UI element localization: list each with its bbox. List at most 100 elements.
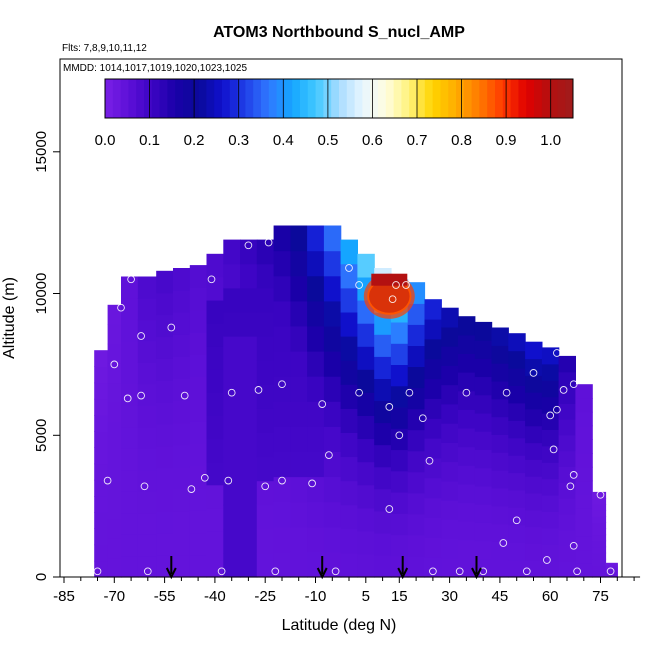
field-cell bbox=[137, 405, 157, 428]
field-cell bbox=[107, 402, 122, 422]
field-cell bbox=[323, 476, 342, 503]
sample-point bbox=[385, 505, 394, 513]
field-cell bbox=[424, 358, 442, 380]
colorbar-swatch bbox=[300, 79, 309, 118]
field-cell bbox=[508, 489, 526, 508]
x-tick-label: 45 bbox=[492, 588, 509, 605]
sample-point bbox=[271, 567, 280, 576]
y-tick-label: 0 bbox=[33, 573, 50, 581]
field-cell bbox=[173, 510, 191, 534]
sample-point bbox=[224, 476, 233, 485]
field-cell bbox=[474, 340, 493, 359]
field-cell bbox=[525, 493, 543, 511]
field-cell bbox=[592, 546, 607, 554]
colorbar-tick-label: 0.8 bbox=[451, 132, 472, 149]
x-tick-label: 30 bbox=[441, 588, 458, 605]
field-cell bbox=[592, 570, 607, 578]
colorbar-swatch bbox=[276, 79, 285, 118]
field-cell bbox=[94, 431, 109, 448]
field-cell bbox=[323, 451, 342, 478]
field-cell bbox=[441, 346, 459, 366]
field-cell bbox=[390, 555, 409, 578]
field-cell bbox=[458, 502, 476, 522]
field-cell bbox=[223, 432, 241, 458]
colorbar-tick-label: 0.2 bbox=[184, 132, 205, 149]
field-cell bbox=[390, 364, 409, 387]
field-cell bbox=[256, 552, 275, 578]
field-cell bbox=[107, 557, 122, 578]
field-cell bbox=[137, 362, 157, 385]
field-cell bbox=[575, 549, 593, 564]
field-cell bbox=[290, 476, 308, 503]
colorbar-swatch bbox=[565, 79, 574, 118]
colorbar-swatch bbox=[354, 79, 363, 118]
field-cell bbox=[206, 553, 224, 578]
field-cell bbox=[374, 400, 392, 424]
field-cell bbox=[340, 408, 358, 433]
field-cell bbox=[441, 500, 459, 520]
colorbar-swatch bbox=[479, 79, 488, 118]
field-cell bbox=[273, 551, 291, 578]
field-cell bbox=[273, 451, 291, 478]
field-cell bbox=[240, 480, 258, 506]
field-cell bbox=[156, 489, 174, 512]
field-cell bbox=[137, 534, 157, 557]
field-cell bbox=[121, 319, 139, 342]
field-cell bbox=[592, 534, 607, 542]
field-cell bbox=[374, 510, 392, 534]
field-cell bbox=[340, 480, 358, 506]
field-cell bbox=[508, 455, 526, 474]
field-cell bbox=[441, 326, 459, 347]
field-cell bbox=[223, 408, 241, 433]
field-cell bbox=[407, 450, 426, 473]
field-cell bbox=[541, 347, 560, 365]
field-cell bbox=[474, 376, 493, 396]
field-cell bbox=[525, 408, 543, 427]
field-cell bbox=[575, 480, 593, 495]
colorbar-swatch bbox=[292, 79, 301, 118]
field-cell bbox=[491, 416, 509, 435]
y-tick-label: 10000 bbox=[33, 273, 50, 315]
field-cell bbox=[323, 501, 342, 528]
field-cell bbox=[575, 535, 593, 551]
x-tick-label: -40 bbox=[204, 588, 226, 605]
field-cell bbox=[357, 553, 375, 578]
field-cell bbox=[307, 225, 325, 252]
field-cell bbox=[173, 290, 191, 313]
field-cell bbox=[575, 384, 593, 399]
sample-point bbox=[180, 391, 189, 400]
sample-point bbox=[264, 238, 273, 247]
field-maximum bbox=[369, 279, 410, 313]
field-cell bbox=[307, 451, 325, 478]
field-cell bbox=[541, 429, 560, 447]
field-cell bbox=[374, 532, 392, 556]
field-cell bbox=[374, 334, 392, 357]
field-cell bbox=[240, 528, 258, 554]
field-cell bbox=[340, 287, 358, 313]
field-cell bbox=[323, 325, 342, 352]
x-tick-label: -10 bbox=[305, 588, 327, 605]
field-cell bbox=[605, 570, 618, 573]
field-cell bbox=[206, 484, 224, 509]
field-cell bbox=[240, 384, 258, 409]
field-cell bbox=[273, 351, 291, 377]
field-cell bbox=[290, 551, 308, 578]
field-cell bbox=[290, 300, 308, 327]
colorbar-swatch bbox=[463, 79, 473, 118]
field-cell bbox=[256, 528, 275, 554]
colorbar-swatch bbox=[245, 79, 254, 118]
field-cell bbox=[407, 345, 426, 367]
field-cell bbox=[424, 418, 442, 439]
field-cell bbox=[94, 382, 109, 400]
colorbar-swatch bbox=[510, 79, 519, 118]
y-tick-label: 15000 bbox=[33, 131, 50, 173]
field-cell bbox=[223, 504, 241, 530]
field-cell bbox=[558, 482, 576, 499]
field-cell bbox=[173, 334, 191, 357]
field-cell bbox=[189, 510, 208, 534]
field-cell bbox=[374, 378, 392, 401]
colorbar-swatch bbox=[362, 79, 371, 118]
field-cell bbox=[474, 358, 493, 378]
field-cell bbox=[458, 316, 476, 336]
field-cell bbox=[240, 311, 258, 337]
